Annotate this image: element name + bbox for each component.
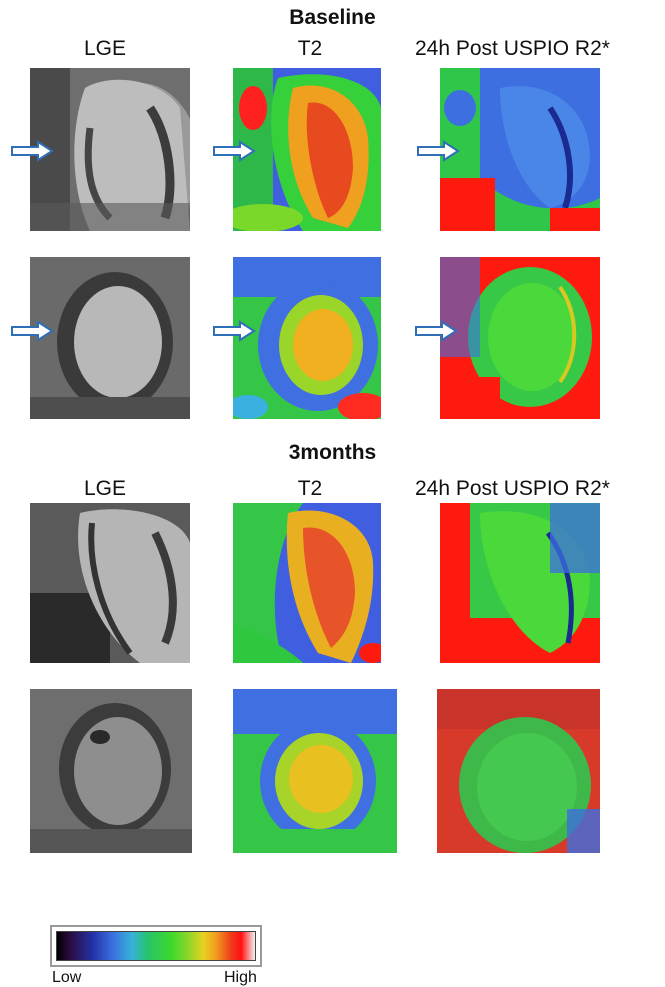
r2star-short-axis-map xyxy=(440,257,600,419)
column-label-t2-3m: T2 xyxy=(297,477,323,500)
arrow-indicator-icon xyxy=(414,320,458,342)
lge-short-axis-image xyxy=(30,257,190,419)
r2star-long-axis-map xyxy=(440,68,600,231)
column-label-t2: T2 xyxy=(297,37,323,60)
column-label-lge: LGE xyxy=(83,37,127,60)
colorbar-gradient xyxy=(56,931,256,961)
column-label-r2star: 24h Post USPIO R2* xyxy=(415,37,610,60)
colorbar xyxy=(50,925,262,967)
lge-long-axis-image-3m xyxy=(30,503,190,663)
r2star-short-axis-map-3m xyxy=(437,689,600,853)
arrow-indicator-icon xyxy=(212,320,256,342)
t2-short-axis-map xyxy=(233,257,381,419)
arrow-indicator-icon xyxy=(10,320,54,342)
lge-short-axis-image-3m xyxy=(30,689,192,853)
lge-long-axis-image xyxy=(30,68,190,231)
arrow-indicator-icon xyxy=(416,140,460,162)
followup-title: 3months xyxy=(288,441,377,464)
baseline-title: Baseline xyxy=(289,6,376,29)
colorbar-high-label: High xyxy=(224,969,257,986)
arrow-indicator-icon xyxy=(212,140,256,162)
column-label-r2star-3m: 24h Post USPIO R2* xyxy=(415,477,610,500)
t2-long-axis-map-3m xyxy=(233,503,381,663)
column-label-lge-3m: LGE xyxy=(83,477,127,500)
colorbar-low-label: Low xyxy=(52,969,82,986)
arrow-indicator-icon xyxy=(10,140,54,162)
t2-short-axis-map-3m xyxy=(233,689,397,853)
r2star-long-axis-map-3m xyxy=(440,503,600,663)
